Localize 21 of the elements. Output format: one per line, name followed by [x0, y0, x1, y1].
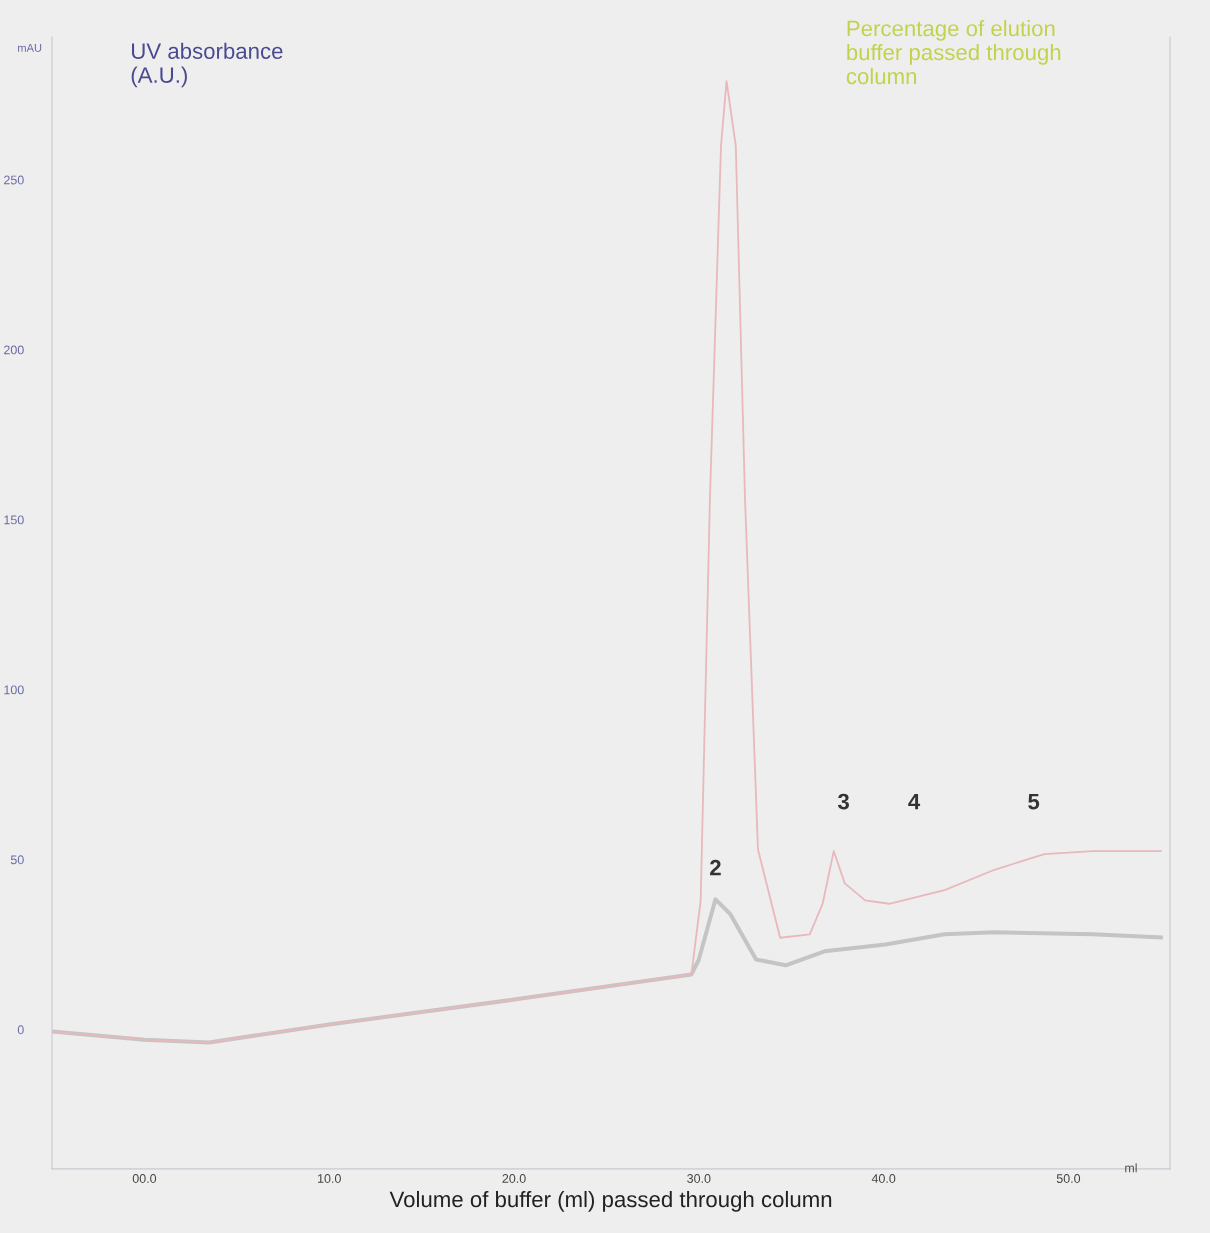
y-axis-title: mAU: [18, 44, 42, 52]
x-axis-title: Volume of buffer (ml) passed through column: [389, 1190, 832, 1212]
x-tick-label: 30.0: [687, 1174, 711, 1183]
annotation: ml: [1125, 1163, 1137, 1173]
annotation: 5: [1028, 793, 1040, 810]
annotation: 2: [710, 859, 721, 876]
x-tick-label: 50.0: [1056, 1174, 1081, 1183]
annotation: UV absorbance (A.U.): [131, 42, 283, 88]
x-tick-label: 20.0: [502, 1174, 526, 1183]
annotation: 4: [908, 793, 921, 810]
x-tick-label: 10.0: [318, 1174, 341, 1183]
y-tick-label: 250: [4, 175, 24, 185]
y-tick-label: 200: [4, 345, 24, 355]
annotation: 3: [837, 793, 849, 810]
x-tick-label: 40.0: [871, 1174, 896, 1183]
y-tick-label: 100: [4, 685, 24, 695]
y-tick-label: 50: [10, 855, 24, 865]
x-tick-label: 00.0: [132, 1174, 157, 1183]
annotation: Percentage of elution buffer passed through column: [846, 20, 1061, 85]
y-tick-label: 150: [4, 515, 24, 525]
y-tick-label: 0: [17, 1025, 24, 1035]
